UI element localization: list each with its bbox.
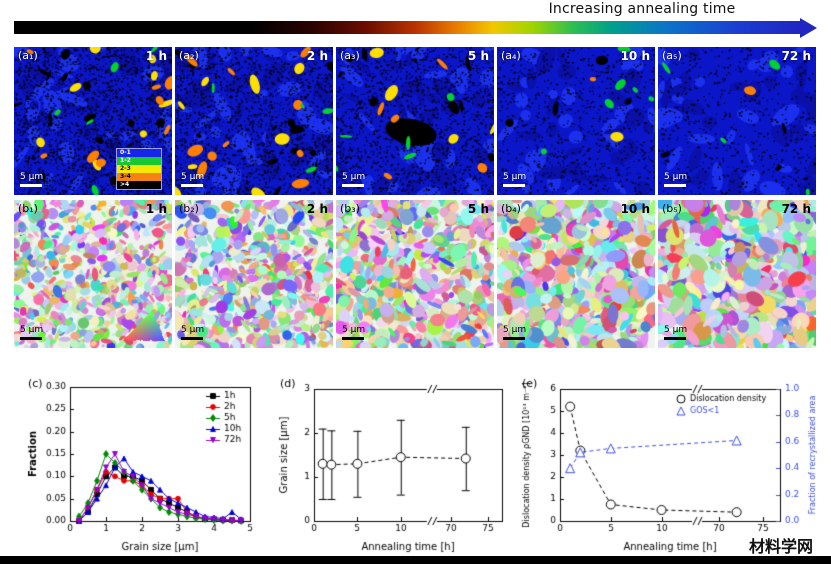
panel-label: (a₂)	[179, 49, 199, 62]
scale-label: 5 μm	[664, 325, 688, 335]
arrow-title: Increasing annealing time	[548, 1, 736, 17]
scale-bar	[503, 184, 525, 187]
panel-label: (a₃)	[340, 49, 360, 62]
ipf-map-b2	[175, 200, 333, 348]
legend-label: 1-2	[120, 157, 131, 164]
grain-size-vs-time-chart	[278, 375, 510, 553]
panel-time: 2 h	[306, 49, 328, 63]
scale-label: 5 μm	[20, 325, 44, 335]
legend-label: >4	[120, 181, 130, 188]
legend-item: >4	[117, 181, 161, 189]
bottom-bar	[0, 556, 831, 564]
panel-label: (b₄)	[501, 202, 521, 215]
panel-a4: (a₄) 10 h 5 μm	[497, 47, 655, 195]
panel-time: 5 h	[467, 49, 489, 63]
scale-label: 5 μm	[181, 172, 205, 182]
panel-label: (b₁)	[18, 202, 38, 215]
legend-label: 3-4	[120, 173, 131, 180]
panel-a2: (a₂) 2 h 5 μm	[175, 47, 333, 195]
panel-time: 1 h	[145, 202, 167, 216]
panel-a1: (a₁) 1 h 5 μm 0-1 1-2 2-3 3-4 >4	[14, 47, 172, 195]
scale-bar	[342, 184, 364, 187]
scale-bar	[664, 184, 686, 187]
panel-time: 5 h	[467, 202, 489, 216]
scale-bar	[20, 184, 42, 187]
kam-legend: 0-1 1-2 2-3 3-4 >4	[116, 148, 162, 190]
panel-time: 72 h	[781, 49, 811, 63]
legend-label: 0-1	[120, 149, 131, 156]
panel-label: (b₂)	[179, 202, 199, 215]
scale-bar	[181, 337, 203, 340]
grain-size-distribution-chart	[26, 375, 258, 553]
legend-item: 0-1	[117, 149, 161, 157]
legend-item: 1-2	[117, 157, 161, 165]
ipf-map-b5	[658, 200, 816, 348]
panel-label: (a₄)	[501, 49, 521, 62]
legend-item: 2-3	[117, 165, 161, 173]
panel-label: (a₅)	[662, 49, 682, 62]
scale-bar	[20, 337, 42, 340]
panel-label: (b₅)	[662, 202, 682, 215]
scale-label: 5 μm	[342, 172, 366, 182]
scale-bar	[342, 337, 364, 340]
ebsd-map-a3	[336, 47, 494, 195]
panel-b2: (b₂) 2 h 5 μm	[175, 200, 333, 348]
arrowhead-icon	[800, 18, 817, 38]
ipf-color-triangle	[120, 308, 166, 342]
panel-b5: (b₅) 72 h 5 μm	[658, 200, 816, 348]
ebsd-map-a2	[175, 47, 333, 195]
scale-label: 5 μm	[503, 172, 527, 182]
panel-time: 10 h	[620, 49, 650, 63]
ebsd-map-a4	[497, 47, 655, 195]
scale-bar	[181, 184, 203, 187]
gradient-bar	[14, 21, 800, 34]
scale-label: 5 μm	[342, 325, 366, 335]
scale-bar	[503, 337, 525, 340]
panel-time: 1 h	[145, 49, 167, 63]
scale-label: 5 μm	[20, 172, 44, 182]
panel-time: 2 h	[306, 202, 328, 216]
scale-bar	[664, 337, 686, 340]
scale-label: 5 μm	[503, 325, 527, 335]
legend-label: 2-3	[120, 165, 131, 172]
panel-b1: (b₁) 1 h 5 μm	[14, 200, 172, 348]
dislocation-density-chart	[520, 375, 820, 553]
ipf-map-b3	[336, 200, 494, 348]
panel-time: 72 h	[781, 202, 811, 216]
scale-label: 5 μm	[181, 325, 205, 335]
panel-time: 10 h	[620, 202, 650, 216]
legend-item: 3-4	[117, 173, 161, 181]
scale-label: 5 μm	[664, 172, 688, 182]
panel-label: (a₁)	[18, 49, 38, 62]
panel-a5: (a₅) 72 h 5 μm	[658, 47, 816, 195]
watermark: 材料学网	[748, 537, 813, 556]
ebsd-map-a5	[658, 47, 816, 195]
annealing-time-arrow	[14, 18, 817, 38]
panel-b4: (b₄) 10 h 5 μm	[497, 200, 655, 348]
ipf-map-b4	[497, 200, 655, 348]
panel-label: (b₃)	[340, 202, 360, 215]
panel-b3: (b₃) 5 h 5 μm	[336, 200, 494, 348]
panel-a3: (a₃) 5 h 5 μm	[336, 47, 494, 195]
